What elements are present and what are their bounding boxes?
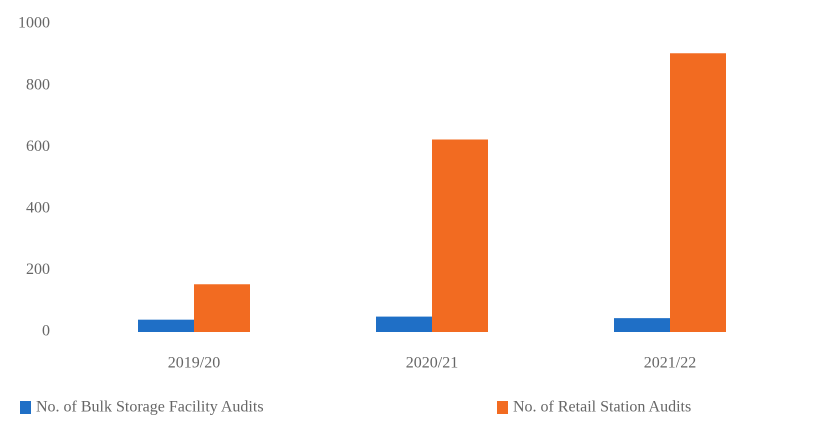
x-tick-label: 2019/20 (168, 355, 220, 372)
bar (194, 284, 250, 332)
legend-swatch (20, 401, 31, 414)
bar (138, 319, 194, 332)
bar (376, 316, 432, 332)
bar (670, 53, 726, 332)
x-tick-label: 2020/21 (406, 355, 458, 372)
y-tick-label: 400 (26, 199, 50, 216)
legend-label: No. of Retail Station Audits (513, 399, 691, 416)
bar (432, 139, 488, 332)
y-tick-label: 600 (26, 138, 50, 155)
legend-swatch (497, 401, 508, 414)
y-tick-label: 0 (42, 323, 50, 340)
legend-label: No. of Bulk Storage Facility Audits (36, 399, 264, 416)
y-tick-label: 800 (26, 76, 50, 93)
bar (614, 318, 670, 332)
y-tick-label: 200 (26, 261, 50, 278)
x-tick-label: 2021/22 (644, 355, 696, 372)
y-tick-label: 1000 (18, 15, 50, 32)
